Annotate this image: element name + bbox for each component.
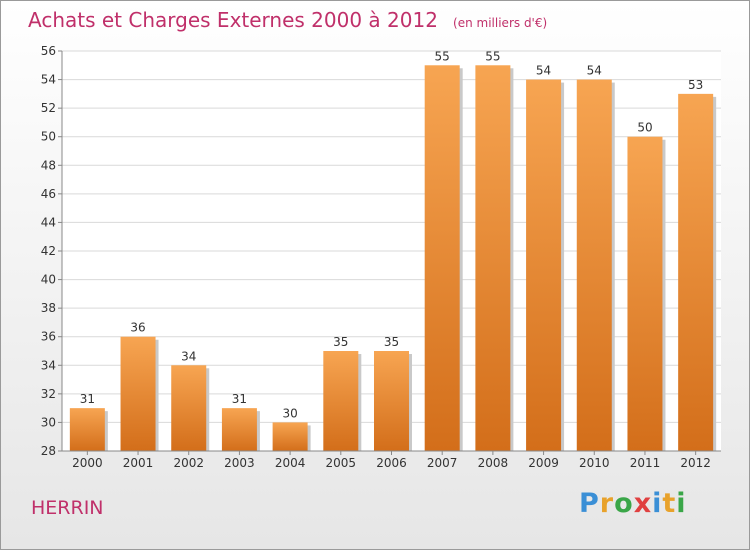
data-label-2011: 50 — [637, 121, 652, 135]
y-tick-label: 28 — [41, 444, 56, 458]
logo-letter: x — [633, 488, 653, 519]
bar-2003 — [221, 408, 257, 451]
data-label-2001: 36 — [130, 321, 145, 335]
y-tick-label: 50 — [41, 130, 56, 144]
bar-2000 — [69, 408, 105, 451]
y-tick-label: 30 — [41, 415, 56, 429]
x-tick-label-2010: 2010 — [579, 456, 610, 470]
y-tick-label: 40 — [41, 273, 56, 287]
data-label-2008: 55 — [485, 49, 500, 63]
y-tick-label: 38 — [41, 301, 56, 315]
y-tick-label: 34 — [41, 358, 56, 372]
x-tick-label-2006: 2006 — [376, 456, 407, 470]
x-tick-label-2002: 2002 — [173, 456, 204, 470]
x-tick-label-2008: 2008 — [478, 456, 509, 470]
bar-2007 — [424, 65, 460, 452]
y-tick-label: 42 — [41, 244, 56, 258]
bar-2004 — [272, 422, 308, 451]
bar-2002 — [171, 365, 207, 451]
bar-2005 — [323, 351, 359, 451]
unit-note: (en milliers d'€) — [453, 16, 548, 30]
logo-letter: P — [579, 488, 600, 519]
x-tick-label-2011: 2011 — [630, 456, 661, 470]
bar-2008 — [475, 65, 511, 452]
data-label-2002: 34 — [181, 349, 196, 363]
y-tick-label: 46 — [41, 187, 56, 201]
y-tick-label: 44 — [41, 215, 56, 229]
logo-letter: r — [599, 488, 615, 519]
y-tick-label: 54 — [41, 73, 56, 87]
logo-letter: i — [676, 488, 687, 519]
y-axis: 28 30 32 34 36 38 40 42 44 46 48 50 52 54 56 — [41, 44, 63, 458]
x-tick-label-2003: 2003 — [224, 456, 255, 470]
location-name: HERRIN — [31, 497, 104, 519]
bars — [69, 65, 717, 452]
y-tick-label: 48 — [41, 158, 56, 172]
x-tick-label-2000: 2000 — [72, 456, 103, 470]
x-tick-label-2012: 2012 — [680, 456, 711, 470]
x-tick-label-2007: 2007 — [427, 456, 458, 470]
chart-title: Achats et Charges Externes 2000 à 2012 — [28, 8, 438, 32]
data-label-2007: 55 — [435, 49, 450, 63]
data-label-2005: 35 — [333, 335, 348, 349]
x-tick-label-2004: 2004 — [275, 456, 306, 470]
x-tick-label-2005: 2005 — [326, 456, 357, 470]
logo-letter: t — [662, 488, 677, 519]
x-tick-label-2001: 2001 — [123, 456, 154, 470]
y-tick-label: 32 — [41, 387, 56, 401]
x-tick-label-2009: 2009 — [528, 456, 559, 470]
data-labels: 31 36 34 31 30 35 35 55 55 54 54 50 53 — [80, 49, 704, 420]
proxiti-logo: Proxiti — [579, 488, 687, 519]
chart-title-block: Achats et Charges Externes 2000 à 2012 (… — [28, 8, 547, 32]
bar-2011 — [627, 136, 663, 451]
bar-2012 — [678, 93, 714, 451]
data-label-2010: 54 — [587, 64, 602, 78]
data-label-2000: 31 — [80, 392, 95, 406]
bar-2001 — [120, 336, 156, 451]
bar-2009 — [526, 79, 562, 452]
y-tick-label: 56 — [41, 44, 56, 58]
x-axis: 2000 2001 2002 2003 2004 2005 2006 2007 2008 2009… — [62, 450, 721, 470]
y-tick-label: 52 — [41, 101, 56, 115]
data-label-2006: 35 — [384, 335, 399, 349]
y-tick-label: 36 — [41, 330, 56, 344]
data-label-2009: 54 — [536, 64, 551, 78]
data-label-2003: 31 — [232, 392, 247, 406]
data-label-2012: 53 — [688, 78, 703, 92]
logo-letter: o — [614, 488, 634, 519]
data-label-2004: 30 — [282, 406, 297, 420]
logo-letter: i — [652, 488, 663, 519]
bar-2010 — [576, 79, 612, 452]
bar-2006 — [374, 351, 409, 451]
